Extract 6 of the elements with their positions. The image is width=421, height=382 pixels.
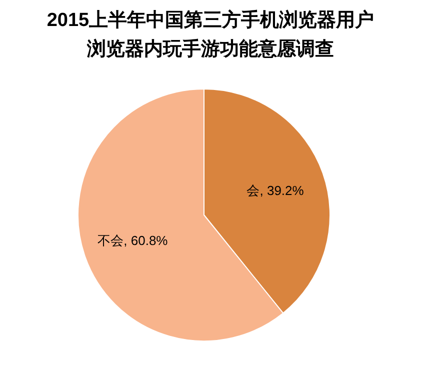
data-label: , 39.2% bbox=[260, 182, 304, 198]
slice-label: 不会 bbox=[98, 233, 124, 248]
chart-title: 2015上半年中国第三方手机浏览器用户 bbox=[46, 9, 374, 31]
slice-label: 会 bbox=[246, 182, 260, 198]
chart-subtitle: 浏览器内玩手游功能意愿调查 bbox=[86, 38, 334, 60]
data-label: , 60.8% bbox=[124, 233, 168, 248]
